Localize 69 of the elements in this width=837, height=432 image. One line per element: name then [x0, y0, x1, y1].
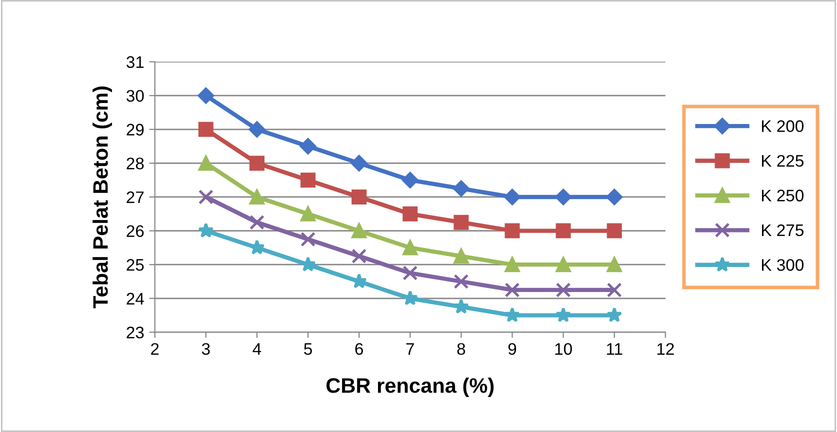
point: [504, 223, 520, 238]
x-tick-label: 6: [355, 343, 363, 355]
point: [556, 257, 571, 272]
x-tick-label: 11: [606, 343, 622, 355]
point: [249, 214, 264, 230]
point: [300, 172, 316, 188]
point: [351, 273, 367, 288]
point: [198, 222, 214, 238]
y-tick-label: 30: [126, 90, 144, 102]
point: [606, 257, 622, 272]
y-tick-label: 25: [126, 259, 144, 271]
point: [300, 138, 316, 154]
point: [504, 188, 520, 206]
y-axis-title: Tebal Pelat Beton (cm): [92, 86, 112, 308]
y-tick-label: 27: [126, 191, 144, 204]
point: [606, 307, 622, 322]
x-tick-label: 4: [252, 343, 262, 355]
point: [249, 189, 264, 204]
x-tick-label: 7: [406, 343, 414, 355]
point: [504, 257, 520, 272]
x-tick-label: 12: [657, 343, 674, 355]
point: [504, 282, 520, 298]
y-tick-label: 29: [126, 124, 144, 136]
point: [556, 282, 571, 298]
point: [454, 274, 469, 289]
legend-label: K 200: [762, 120, 804, 132]
point: [300, 206, 316, 222]
point: [402, 240, 418, 256]
point: [198, 189, 214, 204]
point: [198, 87, 214, 104]
point: [198, 122, 214, 137]
point: [453, 180, 470, 197]
point: [352, 189, 367, 204]
x-tick-label: 8: [457, 343, 466, 355]
point: [402, 172, 418, 188]
x-tick-label: 10: [555, 343, 572, 355]
y-tick-label: 26: [126, 225, 144, 237]
point: [606, 188, 622, 206]
point: [454, 214, 469, 230]
point: [555, 307, 572, 322]
point: [555, 188, 572, 206]
x-tick-label: 9: [508, 343, 516, 355]
point: [606, 223, 622, 238]
point: [352, 248, 367, 264]
y-tick-label: 23: [126, 326, 144, 338]
y-tick-label: 31: [126, 56, 144, 68]
y-tick-label: 28: [126, 158, 144, 170]
legend-label: K 250: [762, 190, 804, 202]
point: [606, 282, 622, 298]
point: [504, 307, 520, 322]
x-tick-label: 5: [304, 343, 312, 355]
x-tick-label: 3: [202, 343, 210, 355]
legend-label: K 275: [762, 224, 804, 236]
point: [300, 232, 316, 247]
point: [249, 156, 264, 171]
point: [454, 248, 469, 264]
point: [248, 121, 266, 138]
point: [453, 298, 470, 314]
point: [556, 223, 571, 238]
x-axis-title: CBR rencana (%): [326, 378, 494, 398]
point: [402, 206, 418, 222]
x-tick-label: 2: [151, 343, 159, 355]
point: [352, 223, 367, 238]
point: [402, 266, 418, 281]
y-tick-label: 24: [126, 292, 144, 304]
point: [198, 156, 214, 171]
point: [350, 155, 368, 172]
legend-label: K 225: [762, 154, 804, 167]
legend-label: K 300: [762, 259, 804, 271]
